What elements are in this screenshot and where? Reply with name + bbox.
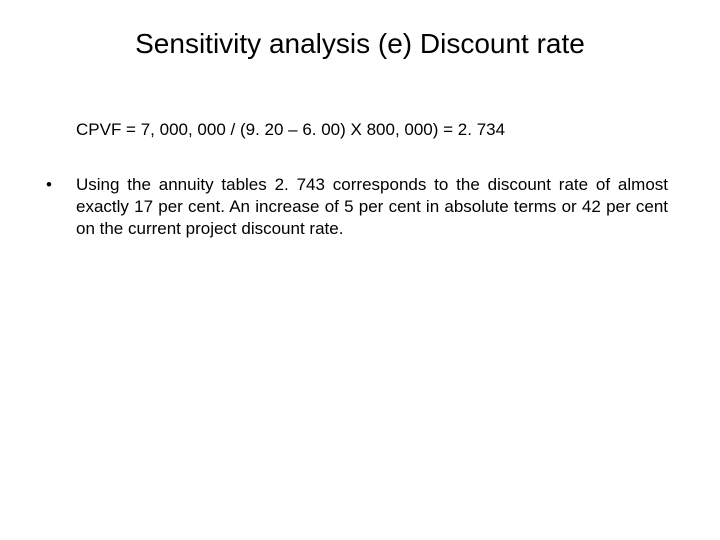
slide-title: Sensitivity analysis (e) Discount rate — [0, 28, 720, 60]
formula-text: CPVF = 7, 000, 000 / (9. 20 – 6. 00) X 8… — [76, 120, 505, 140]
bullet-body-text: Using the annuity tables 2. 743 correspo… — [76, 174, 668, 240]
bullet-item: • Using the annuity tables 2. 743 corres… — [40, 174, 668, 240]
slide: Sensitivity analysis (e) Discount rate C… — [0, 0, 720, 540]
bullet-list: • Using the annuity tables 2. 743 corres… — [40, 174, 668, 240]
bullet-marker: • — [40, 174, 76, 196]
